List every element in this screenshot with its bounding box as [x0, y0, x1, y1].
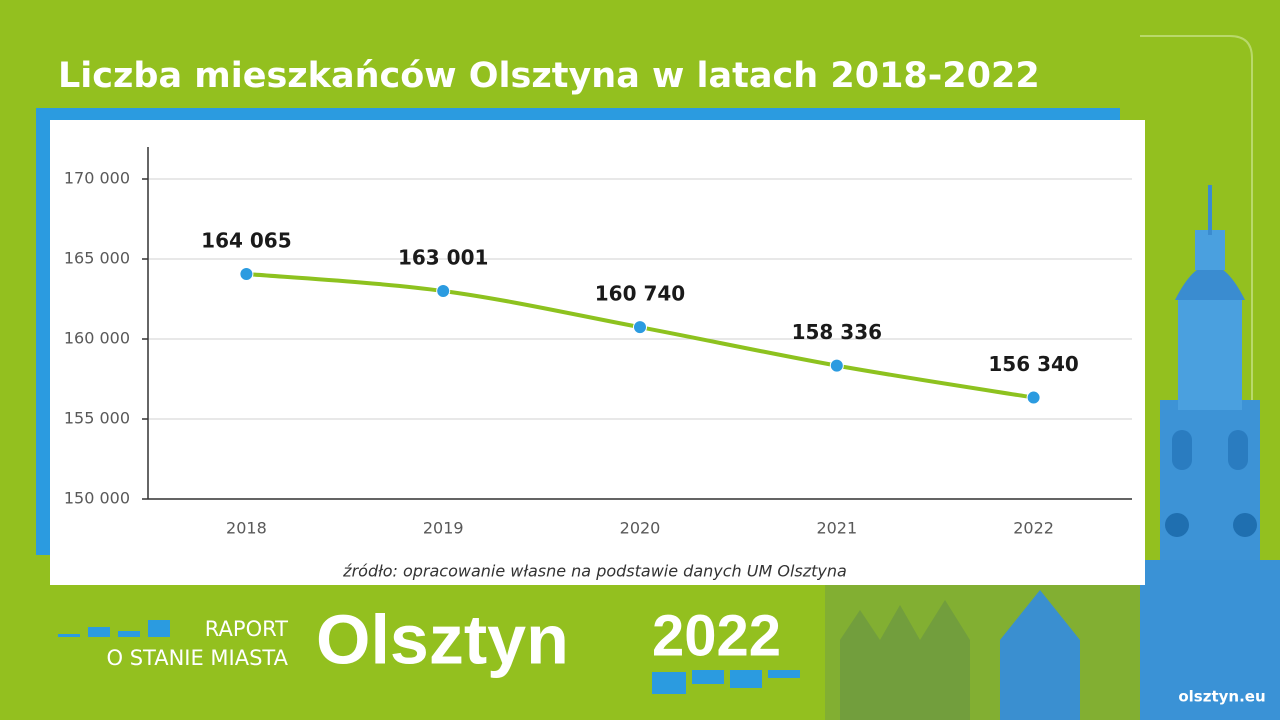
x-tick-label: 2021 [816, 519, 857, 538]
data-point [1026, 390, 1041, 405]
plot: 150 000 155 000 160 000 165 000 170 000 2018 2… [64, 147, 1132, 538]
website: olsztyn.eu [1178, 688, 1265, 706]
data-point [633, 320, 647, 335]
city-name: Olsztyn [316, 600, 569, 678]
chart-title: Liczba mieszkańców Olsztyna w latach 201… [58, 56, 1040, 96]
x-tick-label: 2020 [620, 519, 661, 538]
report-label: O STANIE MIASTA [106, 646, 288, 670]
data-point [829, 358, 844, 373]
data-point [239, 266, 254, 281]
x-tick-label: 2022 [1013, 519, 1054, 538]
y-tick-label: 165 000 [64, 249, 130, 268]
data-label: 164 065 [201, 228, 291, 252]
chart-panel [50, 120, 1145, 585]
data-label: 156 340 [988, 352, 1078, 376]
frame-line [1140, 35, 1253, 680]
city-illustration [825, 185, 1280, 720]
report-logo [58, 620, 800, 694]
source-note: źródło: opracowanie własne na podstawie … [342, 562, 847, 581]
report-label: RAPORT [205, 617, 288, 641]
y-tick-label: 160 000 [64, 329, 130, 348]
y-tick-label: 170 000 [64, 169, 130, 188]
data-label: 163 001 [398, 245, 488, 269]
data-label: 160 740 [595, 282, 685, 306]
report-year: 2022 [652, 603, 781, 668]
y-tick-label: 150 000 [64, 489, 130, 508]
x-tick-label: 2019 [423, 519, 464, 538]
data-point [436, 283, 451, 298]
y-tick-label: 155 000 [64, 409, 130, 428]
x-tick-label: 2018 [226, 519, 267, 538]
data-label: 158 336 [792, 320, 882, 344]
